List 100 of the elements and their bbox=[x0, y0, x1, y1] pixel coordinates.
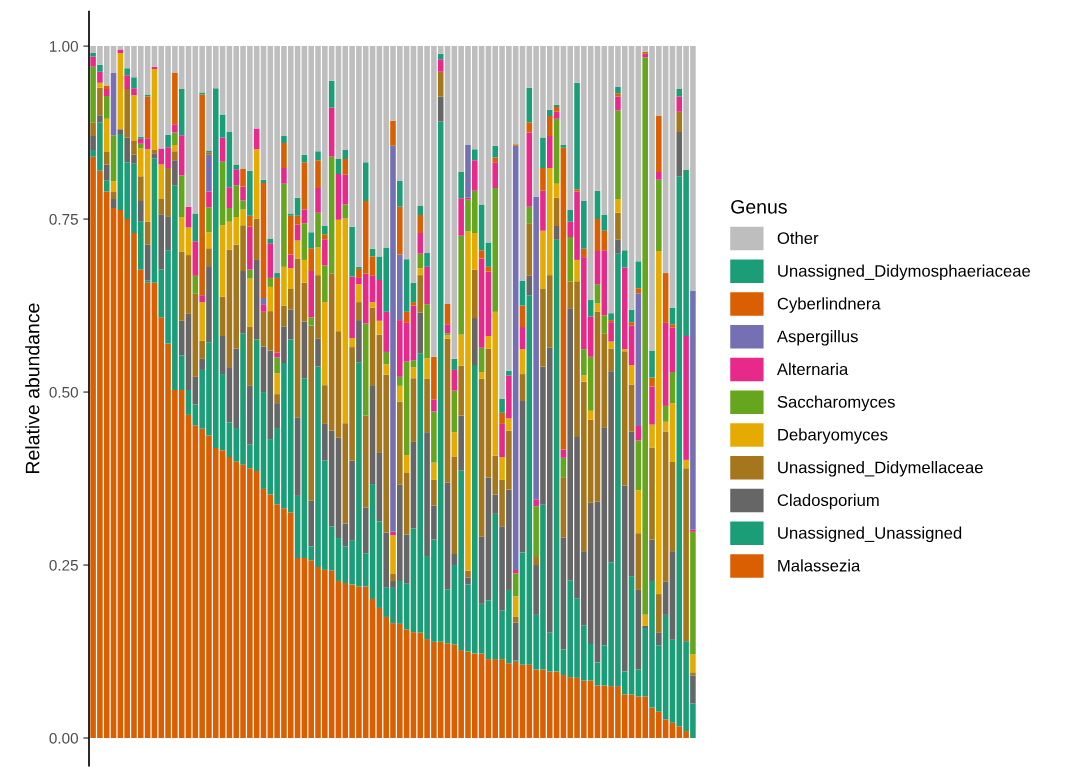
bar bbox=[185, 227, 192, 256]
bar bbox=[635, 533, 642, 590]
bar bbox=[581, 201, 587, 249]
bar bbox=[560, 145, 567, 148]
bar bbox=[676, 111, 683, 132]
bar bbox=[581, 375, 587, 382]
bar bbox=[138, 143, 144, 149]
bar bbox=[240, 186, 246, 201]
bar bbox=[260, 392, 267, 489]
bar bbox=[240, 168, 246, 187]
bar bbox=[635, 425, 642, 441]
bar bbox=[110, 192, 117, 200]
bar bbox=[410, 360, 417, 368]
bar bbox=[608, 320, 614, 323]
bar bbox=[199, 295, 205, 303]
bar bbox=[553, 226, 560, 240]
bar bbox=[226, 187, 233, 209]
bar bbox=[185, 389, 192, 415]
bar bbox=[615, 239, 621, 254]
bar bbox=[417, 253, 424, 269]
bar bbox=[322, 234, 328, 240]
bar bbox=[451, 456, 458, 554]
bar bbox=[240, 270, 246, 334]
bar bbox=[369, 302, 376, 308]
bar bbox=[206, 232, 212, 249]
bar bbox=[424, 266, 430, 305]
bar bbox=[553, 111, 560, 119]
bar bbox=[594, 284, 601, 304]
bar bbox=[206, 207, 212, 233]
bar bbox=[397, 181, 403, 207]
bar bbox=[315, 338, 321, 367]
bar bbox=[138, 136, 144, 139]
bar bbox=[397, 206, 403, 255]
legend-label: Other bbox=[777, 231, 819, 245]
bar bbox=[158, 164, 165, 200]
bar bbox=[267, 243, 274, 278]
bar bbox=[362, 323, 369, 416]
bar bbox=[690, 531, 696, 655]
bar bbox=[144, 244, 151, 281]
bar bbox=[124, 89, 130, 138]
bar bbox=[526, 223, 533, 276]
bar bbox=[397, 385, 403, 402]
bar bbox=[247, 327, 253, 386]
bar bbox=[90, 56, 96, 67]
bar bbox=[608, 341, 614, 349]
bar bbox=[260, 297, 267, 305]
bar bbox=[315, 212, 321, 248]
bar bbox=[533, 556, 539, 566]
bar bbox=[526, 122, 533, 133]
bar bbox=[608, 322, 614, 342]
bar bbox=[308, 317, 314, 326]
bar bbox=[546, 109, 553, 116]
bar bbox=[431, 479, 437, 506]
bar bbox=[281, 167, 287, 184]
bar bbox=[362, 162, 369, 202]
bar bbox=[635, 490, 642, 534]
bar bbox=[690, 654, 696, 673]
bar bbox=[458, 365, 464, 416]
bar bbox=[540, 167, 546, 191]
bar bbox=[519, 280, 526, 306]
bar bbox=[260, 346, 267, 393]
bar bbox=[267, 277, 274, 287]
bar bbox=[478, 378, 485, 537]
bar bbox=[594, 685, 601, 739]
bar bbox=[192, 376, 199, 405]
bar bbox=[206, 248, 212, 267]
bar bbox=[465, 145, 471, 198]
bar bbox=[247, 170, 253, 216]
bar bbox=[308, 270, 314, 318]
bar bbox=[690, 672, 696, 676]
bar bbox=[424, 358, 430, 379]
bar bbox=[308, 500, 314, 547]
bar bbox=[635, 293, 642, 426]
bar bbox=[103, 164, 110, 181]
legend-title: Genus bbox=[731, 199, 787, 214]
bar bbox=[437, 96, 444, 122]
bar bbox=[546, 116, 553, 137]
bar bbox=[431, 399, 437, 412]
bar bbox=[103, 180, 110, 192]
bar bbox=[499, 423, 505, 458]
bar bbox=[587, 300, 594, 317]
bar bbox=[533, 499, 539, 507]
bar bbox=[356, 320, 362, 363]
bar bbox=[178, 135, 185, 176]
bar bbox=[301, 259, 308, 283]
bar bbox=[458, 415, 464, 471]
bar bbox=[574, 259, 580, 282]
bar bbox=[219, 137, 226, 162]
bar bbox=[587, 410, 594, 420]
bar bbox=[97, 71, 103, 83]
bar bbox=[540, 137, 546, 168]
bar bbox=[247, 278, 253, 328]
bar bbox=[519, 401, 526, 553]
bar bbox=[499, 398, 505, 413]
bar bbox=[138, 176, 144, 202]
bar bbox=[649, 350, 655, 378]
bar bbox=[274, 373, 280, 395]
bar bbox=[342, 149, 349, 159]
bar bbox=[417, 205, 424, 215]
bar bbox=[281, 183, 287, 267]
